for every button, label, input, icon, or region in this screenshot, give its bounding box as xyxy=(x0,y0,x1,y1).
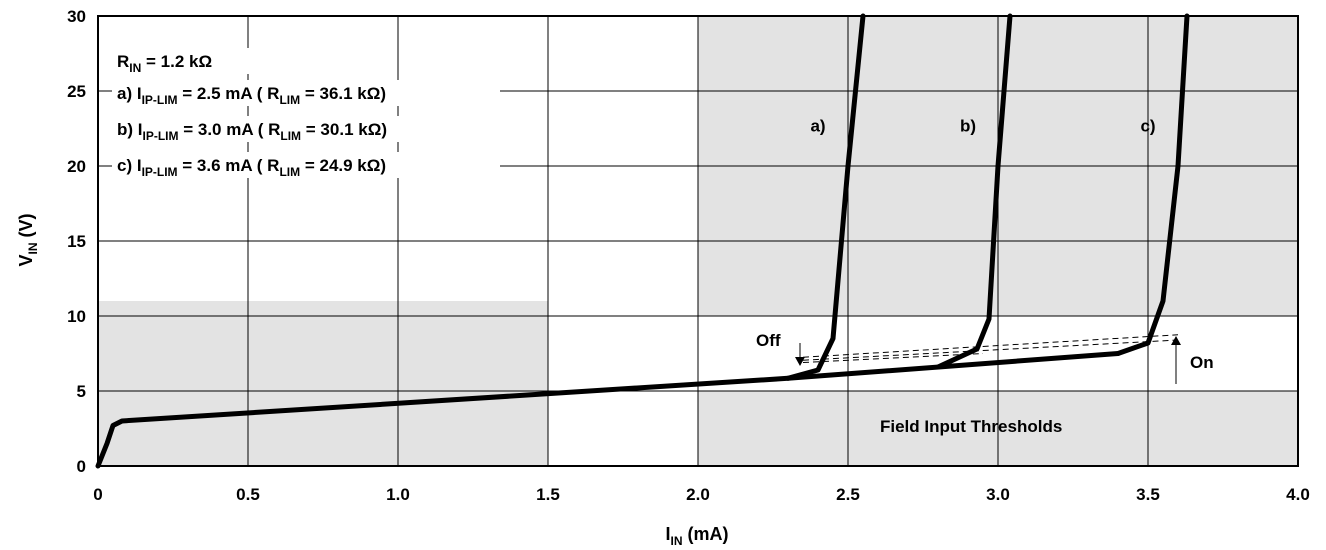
legend-rin: RIN = 1.2 kΩ xyxy=(117,52,212,75)
series-labels: a) b) c) xyxy=(810,117,1155,136)
series-label-1: b) xyxy=(960,117,976,136)
x-tick-label-5: 2.5 xyxy=(836,485,860,504)
y-tick-label-0: 0 xyxy=(77,457,86,476)
legend-bg-2 xyxy=(112,116,500,142)
x-axis-title: IIN (mA) xyxy=(665,524,728,548)
tick-labels: 0 0.5 1.0 1.5 2.0 2.5 3.0 3.5 4.0 0 5 10 15 20 25 30 xyxy=(67,7,1310,504)
threshold-line-0 xyxy=(802,334,1179,358)
legend: RIN = 1.2 kΩ a) IIP-LIM = 2.5 mA ( RLIM … xyxy=(112,48,500,179)
on-label: On xyxy=(1190,353,1214,372)
on-arrow-head xyxy=(1171,336,1181,345)
x-tick-label-0: 0 xyxy=(93,485,102,504)
threshold-line-1 xyxy=(802,339,1179,361)
legend-bg-0 xyxy=(112,48,262,74)
series-label-0: a) xyxy=(810,117,825,136)
threshold-line-2 xyxy=(802,353,984,363)
legend-bg-3 xyxy=(112,152,500,178)
y-tick-label-2: 10 xyxy=(67,307,86,326)
plot-frame xyxy=(97,15,1299,467)
series-line-2 xyxy=(1115,13,1190,356)
threshold-band-label: Field Input Thresholds xyxy=(880,417,1062,436)
y-tick-label-5: 25 xyxy=(67,82,86,101)
y-axis-title: VIN (V) xyxy=(16,213,40,266)
shared-curve xyxy=(95,351,1121,469)
series-line-0 xyxy=(785,13,866,381)
series-label-2: c) xyxy=(1140,117,1155,136)
shaded-region-0 xyxy=(98,301,548,466)
x-tick-label-1: 0.5 xyxy=(236,485,260,504)
off-label: Off xyxy=(756,331,781,350)
on-marker: On xyxy=(1171,336,1214,384)
series-line-1 xyxy=(935,13,1013,370)
legend-entry-a: a) IIP-LIM = 2.5 mA ( RLIM = 36.1 kΩ) xyxy=(117,84,386,107)
legend-bg-1 xyxy=(112,80,500,106)
y-tick-label-4: 20 xyxy=(67,157,86,176)
x-tick-label-6: 3.0 xyxy=(986,485,1010,504)
x-tick-label-2: 1.0 xyxy=(386,485,410,504)
threshold-lines xyxy=(802,334,1179,363)
curves xyxy=(95,13,1190,469)
legend-entry-b: b) IIP-LIM = 3.0 mA ( RLIM = 30.1 kΩ) xyxy=(117,120,387,143)
y-tick-label-1: 5 xyxy=(77,382,86,401)
x-tick-label-3: 1.5 xyxy=(536,485,560,504)
y-tick-label-6: 30 xyxy=(67,7,86,26)
x-tick-label-8: 4.0 xyxy=(1286,485,1310,504)
x-tick-label-4: 2.0 xyxy=(686,485,710,504)
off-arrow-head xyxy=(795,357,805,366)
y-tick-label-3: 15 xyxy=(67,232,86,251)
off-marker: Off xyxy=(756,331,805,366)
legend-entry-c: c) IIP-LIM = 3.6 mA ( RLIM = 24.9 kΩ) xyxy=(117,156,386,179)
x-tick-label-7: 3.5 xyxy=(1136,485,1160,504)
